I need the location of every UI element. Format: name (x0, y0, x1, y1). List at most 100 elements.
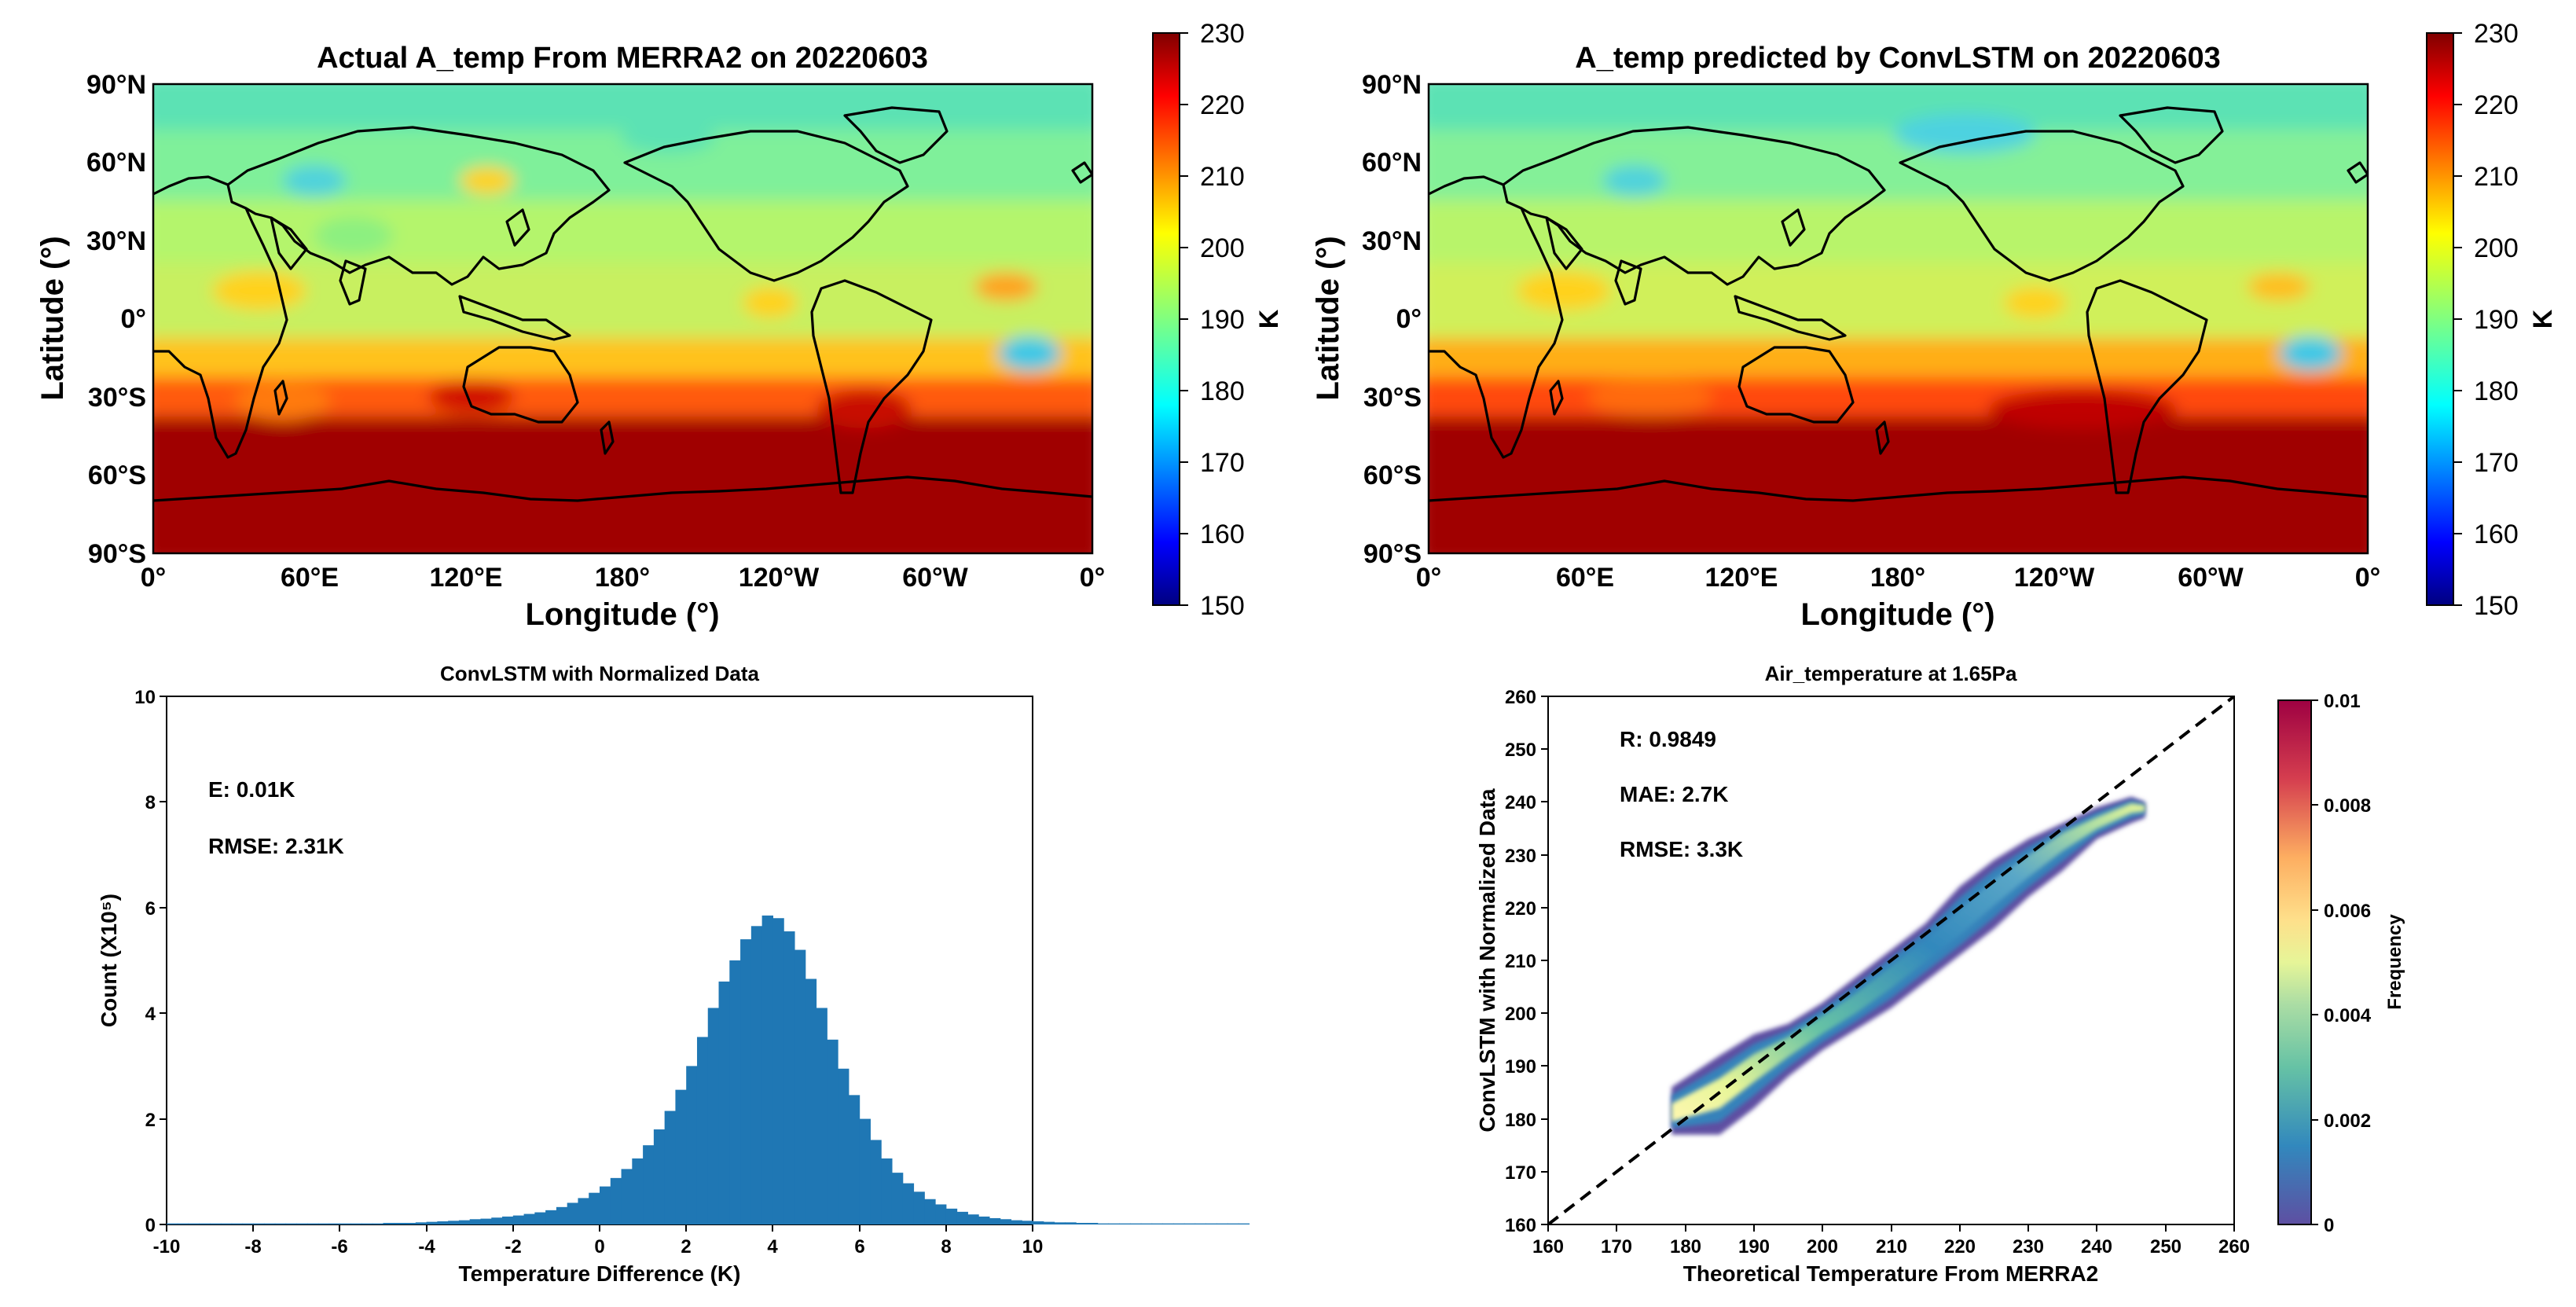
map-heatmap (153, 84, 1092, 553)
hist-ytick: 0 (145, 1215, 156, 1236)
histogram-bar (480, 1218, 492, 1224)
scatter-density-core (1671, 803, 2145, 1122)
scatter-ytick: 220 (1505, 898, 1536, 920)
hist-xtick: -4 (418, 1236, 435, 1257)
map-xtick: 120°W (739, 563, 820, 593)
scatter-reference-line (1548, 696, 2234, 1224)
histogram-bar (805, 978, 817, 1224)
colorbar-tick: 150 (2474, 591, 2519, 621)
histogram-frame (166, 696, 1033, 1225)
map-xtick: 60°W (2178, 563, 2244, 593)
map-colorbar-unit: K (2528, 309, 2558, 329)
histogram-bar (415, 1222, 427, 1224)
histogram-title: ConvLSTM with Normalized Data (440, 662, 759, 685)
histogram-bar (653, 1129, 666, 1224)
histogram-bar (1043, 1221, 1055, 1224)
colorbar-tick: 210 (2474, 162, 2519, 192)
scatter-ytick: 160 (1505, 1215, 1536, 1236)
histogram-xticks: -10 -8 -6 -4 -2 0 2 4 6 8 10 (153, 1236, 1044, 1257)
histogram-bar (848, 1095, 861, 1224)
histogram-annotation-rmse: RMSE: 2.31K (208, 834, 344, 858)
map-heatmap (1429, 84, 2368, 553)
map-ylabel: Latitude (°) (35, 236, 70, 400)
histogram-bar (1033, 1221, 1044, 1224)
map-ylabel: Latitude (°) (1311, 236, 1345, 400)
map-yticks: 90°N 60°N 30°N 0° 30°S 60°S 90°S (1362, 70, 1422, 569)
histogram-bar (913, 1191, 925, 1224)
colorbar-tick: 170 (1200, 448, 1245, 478)
map-ytick: 0° (1396, 304, 1422, 334)
scatter-panel: Air_temperature at 1.65Pa 160 170 180 19… (1475, 662, 2405, 1286)
histogram-bar (1076, 1222, 1088, 1224)
hist-ytick: 8 (145, 792, 156, 813)
scatter-annotation-mae: MAE: 2.7K (1620, 782, 1728, 806)
histogram-bar (718, 981, 730, 1224)
map-ytick: 90°N (1362, 70, 1422, 100)
scatter-xtick: 180 (1670, 1236, 1701, 1257)
scatter-ytick: 200 (1505, 1004, 1536, 1025)
hist-xtick: -2 (505, 1236, 521, 1257)
scatter-title: Air_temperature at 1.65Pa (1765, 662, 2017, 685)
histogram-bar (1011, 1220, 1022, 1224)
scatter-xtick: 160 (1532, 1236, 1564, 1257)
scatter-xtick: 260 (2218, 1236, 2250, 1257)
histogram-bar (772, 918, 784, 1224)
scatter-ytick: 240 (1505, 792, 1536, 813)
histogram-bar (567, 1202, 579, 1224)
map-xticks: 0° 60°E 120°E 180° 120°W 60°W 0° (1416, 563, 2381, 593)
histogram-bar (512, 1215, 525, 1224)
scatter-xtick: 170 (1601, 1236, 1632, 1257)
map-ytick: 30°N (86, 226, 146, 256)
scatter-colorbar-tick: 0.004 (2324, 1005, 2372, 1026)
scatter-ytick: 230 (1505, 846, 1536, 867)
histogram-bar (405, 1222, 416, 1224)
histogram-bar (978, 1216, 990, 1224)
scatter-ytick: 170 (1505, 1162, 1536, 1184)
map-colorbar (2426, 32, 2454, 606)
histogram-bar (523, 1213, 535, 1224)
histogram-bar (394, 1222, 405, 1224)
scatter-colorbar (2277, 699, 2312, 1225)
hist-ytick: 10 (134, 687, 156, 708)
histogram-bar (967, 1214, 979, 1224)
histogram-bar (783, 931, 795, 1224)
scatter-ytick: 250 (1505, 740, 1536, 761)
map-xtick: 180° (1870, 563, 1925, 593)
histogram-bar (1054, 1222, 1066, 1224)
histogram-bar (534, 1212, 546, 1224)
map-xtick: 60°E (1556, 563, 1614, 593)
histogram-yticks: 0 2 4 6 8 10 (134, 687, 156, 1236)
colorbar-tick: 230 (2474, 19, 2519, 49)
map-ytick: 30°S (1363, 383, 1422, 413)
hist-xtick: 0 (594, 1236, 604, 1257)
histogram-annotation-e: E: 0.01K (208, 777, 295, 802)
colorbar-tick: 160 (1200, 519, 1245, 549)
map-xtick: 120°W (2014, 563, 2095, 593)
hist-xtick: -8 (244, 1236, 261, 1257)
hist-xtick: -10 (153, 1236, 181, 1257)
map-ytick: 60°S (88, 461, 146, 490)
histogram-bar (1065, 1222, 1077, 1224)
scatter-xlabel: Theoretical Temperature From MERRA2 (1683, 1261, 2099, 1286)
histogram-bar (740, 939, 752, 1224)
scatter-ylabel: ConvLSTM with Normalized Data (1475, 788, 1499, 1133)
map-panel-predicted: A_temp predicted by ConvLSTM on 20220603 (1311, 19, 2558, 632)
colorbar-tick: 170 (2474, 448, 2519, 478)
histogram-bar (643, 1145, 655, 1224)
map-xtick: 120°E (1704, 563, 1778, 593)
histogram-bar (816, 1008, 827, 1224)
histogram-bar (545, 1210, 557, 1224)
map-xlabel: Longitude (°) (1800, 597, 1994, 632)
histogram-bar (870, 1140, 882, 1224)
map-xtick: 0° (2355, 563, 2381, 593)
map-colorbar-ticks: 230 220 210 200 190 180 170 160 150 (1200, 19, 1245, 621)
scatter-xtick: 210 (1876, 1236, 1907, 1257)
histogram-bar (556, 1206, 568, 1224)
hist-xtick: -6 (331, 1236, 347, 1257)
histogram-bar (707, 1008, 720, 1224)
map-xtick: 60°W (902, 563, 968, 593)
map-ytick: 60°S (1363, 461, 1422, 490)
scatter-annotation-r: R: 0.9849 (1620, 727, 1716, 751)
colorbar-tick: 150 (1200, 591, 1245, 621)
